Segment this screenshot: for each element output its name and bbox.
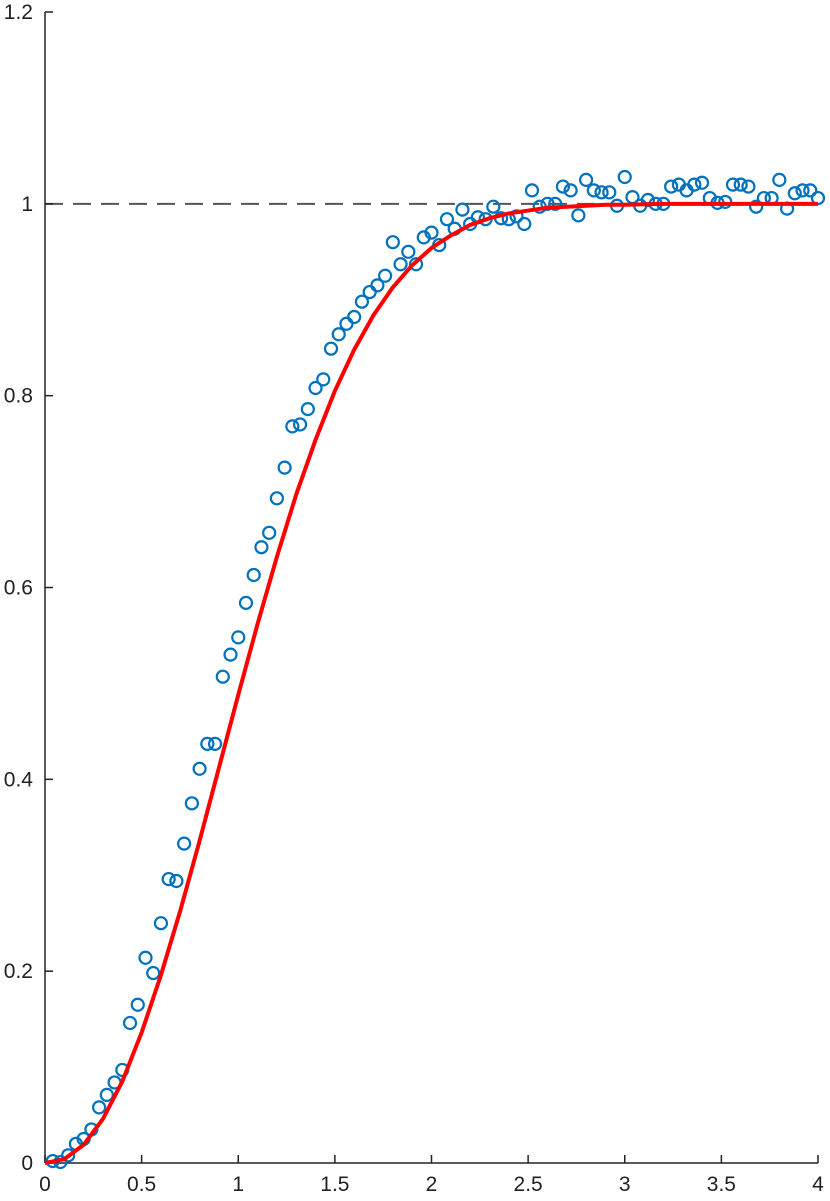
scatter-point bbox=[787, 186, 802, 201]
scatter-point bbox=[362, 284, 377, 300]
scatter-point bbox=[339, 316, 354, 331]
scatter-point bbox=[548, 196, 563, 211]
x-tick-label: 3.5 bbox=[707, 1173, 736, 1196]
scatter-point bbox=[169, 873, 184, 889]
scatter-point bbox=[184, 796, 199, 811]
y-tick-label: 0.2 bbox=[4, 960, 33, 983]
scatter-point bbox=[300, 401, 315, 417]
scatter-point bbox=[200, 736, 215, 751]
y-tick-label: 0 bbox=[21, 1152, 33, 1175]
line bbox=[44, 201, 818, 1165]
x-tick-label: 2.5 bbox=[514, 1173, 543, 1196]
scatter-point bbox=[130, 997, 145, 1012]
scatter-point bbox=[540, 196, 555, 211]
scatter-point bbox=[586, 183, 601, 198]
scatter-point bbox=[486, 199, 501, 214]
scatter-point bbox=[408, 257, 424, 272]
scatter-point bbox=[664, 179, 679, 194]
scatter-point bbox=[246, 567, 261, 583]
x-tick-label: 4 bbox=[812, 1173, 824, 1196]
scatter-point bbox=[231, 630, 246, 645]
scatter-point bbox=[694, 175, 710, 190]
scatter-point bbox=[772, 172, 787, 187]
scatter-point bbox=[238, 595, 254, 610]
y-tick-label: 0.4 bbox=[4, 768, 34, 791]
scatter-point bbox=[594, 185, 609, 200]
scatter-point bbox=[393, 257, 408, 272]
scatter-point bbox=[99, 1087, 114, 1102]
scatter-point bbox=[92, 1100, 107, 1115]
scatter-point bbox=[122, 1015, 138, 1031]
scatter-point bbox=[617, 169, 632, 185]
scatter-point bbox=[517, 216, 532, 232]
scatter-point bbox=[308, 380, 323, 396]
x-tick-label: 1.5 bbox=[320, 1173, 349, 1196]
scatter-point bbox=[370, 278, 385, 293]
scatter-point bbox=[401, 244, 416, 259]
scatter-point bbox=[385, 235, 400, 250]
scatter-point bbox=[803, 183, 818, 198]
x-tick-label: 1 bbox=[232, 1173, 244, 1196]
scatter-point bbox=[215, 669, 230, 684]
y-tick-label: 1.2 bbox=[4, 1, 33, 24]
x-tick-label: 0.5 bbox=[127, 1173, 156, 1196]
scatter-point bbox=[524, 183, 540, 198]
scatter-point bbox=[563, 183, 578, 198]
x-tick-label: 2 bbox=[426, 1173, 438, 1196]
scatter-point bbox=[323, 341, 339, 356]
scatter-point bbox=[138, 950, 153, 965]
scatter-point bbox=[687, 177, 702, 192]
scatter-point bbox=[161, 871, 176, 887]
scatter-point bbox=[733, 177, 748, 192]
scatter-point bbox=[254, 540, 269, 555]
scatter-point bbox=[153, 916, 169, 931]
scatter-point bbox=[602, 185, 617, 200]
scatter-point bbox=[207, 736, 223, 751]
scatter-point bbox=[555, 179, 571, 194]
scatter-point bbox=[262, 525, 277, 540]
scatter-point bbox=[455, 202, 470, 217]
scatter-point bbox=[741, 179, 756, 194]
scatter-point bbox=[331, 327, 346, 342]
y-tick-label: 1 bbox=[21, 193, 33, 216]
scatter-point bbox=[146, 965, 161, 981]
scatter-point bbox=[61, 1148, 76, 1163]
scatter-point bbox=[192, 761, 207, 776]
y-tick-label: 0.6 bbox=[4, 577, 33, 600]
scatter-point bbox=[354, 294, 370, 309]
scatter-point bbox=[292, 417, 308, 432]
scatter-point bbox=[578, 172, 594, 187]
scatter-point bbox=[439, 212, 455, 227]
scatter-point bbox=[269, 491, 284, 506]
scatter-point bbox=[378, 268, 393, 283]
scatter-point bbox=[749, 199, 764, 214]
scatter-point bbox=[424, 225, 439, 240]
scatter-point bbox=[223, 647, 238, 662]
scatter-point bbox=[725, 177, 741, 192]
scatter-point bbox=[347, 309, 362, 325]
scatter-point bbox=[277, 460, 292, 475]
scatter-point bbox=[571, 208, 586, 223]
scatter-point bbox=[285, 419, 300, 434]
x-tick-label: 0 bbox=[39, 1173, 51, 1196]
scatter-point bbox=[795, 183, 810, 198]
y-tick-label: 0.8 bbox=[4, 385, 33, 408]
scatter-point bbox=[177, 836, 192, 851]
scatter-point bbox=[316, 372, 331, 387]
x-tick-label: 3 bbox=[619, 1173, 631, 1196]
